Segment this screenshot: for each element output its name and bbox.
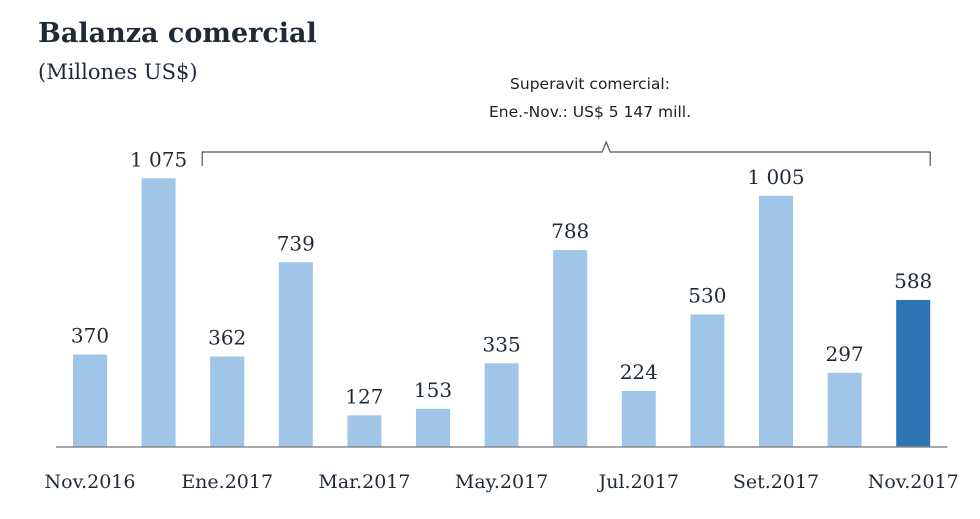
data-label-Mar.2017: 127 (345, 384, 383, 408)
tick-label-Mar.2017: Mar.2017 (318, 471, 410, 493)
tick-label-Ene.2017: Ene.2017 (181, 471, 273, 493)
bar-Feb.2017 (278, 262, 313, 448)
data-label-Jun.2017: 788 (551, 219, 589, 243)
annotation-line-1: Superavit comercial: (510, 75, 670, 93)
bar-Abr.2017 (416, 408, 450, 448)
bracket (201, 140, 931, 166)
data-label-Jul.2017: 224 (620, 360, 658, 384)
bar-May.2017 (484, 363, 519, 448)
bar-Nov.2017 (896, 300, 931, 447)
bar-Ago.2017 (690, 314, 725, 447)
data-label-Nov.2016: 370 (71, 324, 109, 348)
bar-Jun.2017 (553, 250, 588, 447)
bar-Ene.2017 (210, 356, 245, 447)
chart-title: Balanza comercial (38, 18, 317, 49)
bar-Mar.2017 (347, 415, 382, 448)
annotation-line-2: Ene.-Nov.: US$ 5 147 mill. (488, 103, 691, 121)
data-label-Ago.2017: 530 (688, 284, 726, 308)
data-label-Feb.2017: 739 (277, 231, 315, 255)
tick-label-Nov.2017: Nov.2017 (868, 471, 959, 493)
tick-label-May.2017: May.2017 (455, 471, 548, 493)
bar-Nov.2016 (73, 354, 107, 447)
data-label-Set.2017: 1 005 (747, 165, 804, 189)
data-label-May.2017: 335 (483, 332, 521, 356)
bar-Set.2017 (759, 195, 793, 448)
data-label-Nov.2017: 588 (894, 269, 932, 293)
bar-Dic.2016 (141, 178, 176, 448)
data-label-Dic.2016: 1 075 (130, 147, 187, 171)
tick-label-Nov.2016: Nov.2016 (45, 471, 136, 493)
data-label-Oct.2017: 297 (826, 342, 864, 366)
chart-subtitle: (Millones US$) (38, 60, 198, 84)
data-label-Abr.2017: 153 (414, 378, 452, 402)
bar-Oct.2017 (827, 372, 862, 448)
data-label-Ene.2017: 362 (208, 326, 246, 350)
bar-Jul.2017 (621, 391, 656, 447)
tick-label-Set.2017: Set.2017 (733, 471, 819, 493)
tick-label-Jul.2017: Jul.2017 (597, 471, 679, 493)
